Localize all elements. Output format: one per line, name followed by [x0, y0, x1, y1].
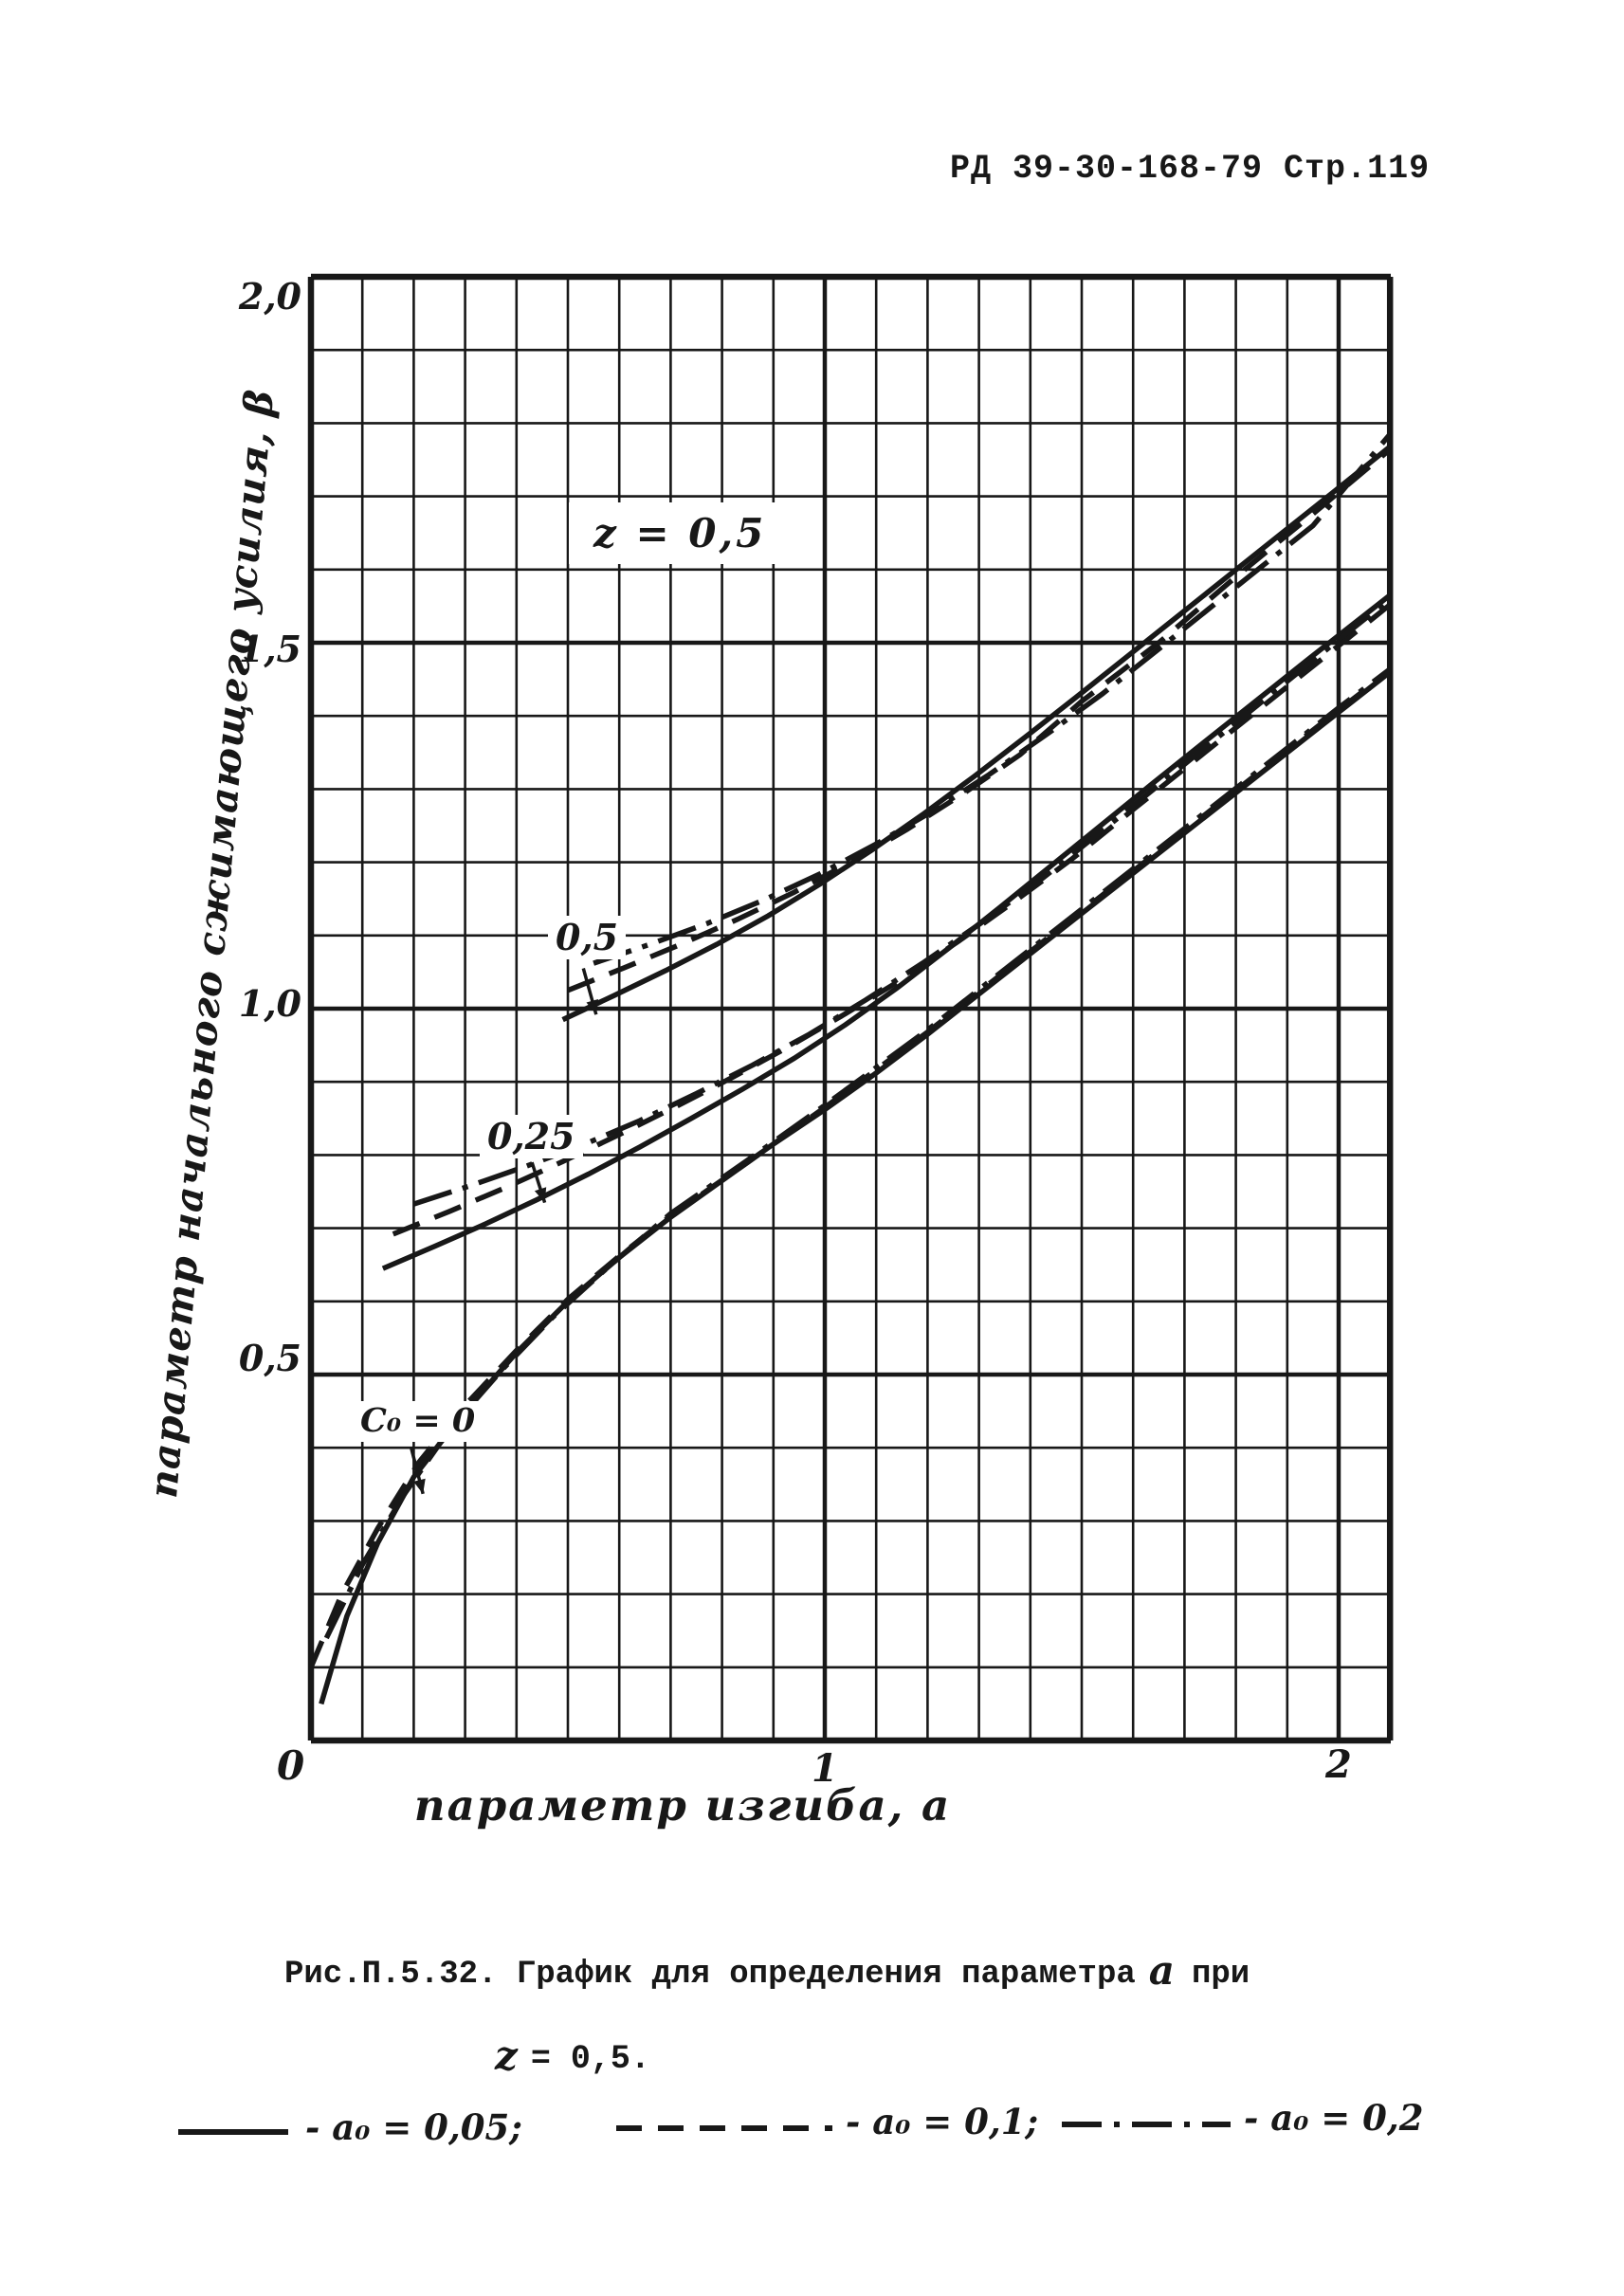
page-header: РД 39-30-168-79 Стр.119 — [950, 150, 1431, 188]
y-tick-0.5: 0,5 — [238, 1337, 301, 1379]
curve-c0-0-dashdot — [323, 666, 1392, 1640]
label-arrowhead-1 — [534, 1187, 547, 1203]
curve-c0-0-dashed — [308, 668, 1392, 1668]
curve-c025-dashed — [392, 602, 1392, 1237]
x-tick-2: 2 — [1325, 1742, 1352, 1787]
curve-c05-solid — [561, 444, 1392, 1023]
legend-swatch-solid — [178, 2129, 288, 2135]
annotation-z: z = 0,5 — [569, 502, 792, 564]
curve-c025-solid — [381, 592, 1392, 1271]
caption-z-value: = 0,5. — [530, 2040, 650, 2078]
x-tick-1: 1 — [812, 1746, 838, 1791]
curve-label-c0-0: C₀ = 0 — [353, 1401, 484, 1442]
legend-label-a0-02: - a₀ = 0,2 — [1244, 2097, 1424, 2139]
y-tick-2.0: 2,0 — [238, 275, 301, 318]
legend-swatch-dashdot — [1062, 2122, 1231, 2127]
figure-caption-line1: Рис.П.5.32. График для определения парам… — [284, 1945, 1250, 1994]
y-tick-1.5: 1,5 — [238, 628, 301, 670]
caption-prefix: Рис.П.5.32. График для определения парам… — [284, 1957, 1136, 1993]
label-arrowhead-0 — [586, 999, 598, 1015]
curve-label-0.25: 0,25 — [480, 1115, 583, 1158]
legend-label-a0-005: - a₀ = 0,05; — [305, 2106, 522, 2148]
label-arrowhead-2 — [413, 1478, 426, 1494]
x-axis-title: параметр изгиба, а — [413, 1780, 952, 1831]
legend-label-a0-01: - a₀ = 0,1; — [846, 2101, 1039, 2142]
curve-c0-0-solid — [319, 669, 1392, 1705]
curve-c05-dashdot — [593, 432, 1393, 966]
legend-swatch-dashed — [616, 2125, 832, 2131]
curve-c025-dashdot — [412, 596, 1392, 1207]
caption-suffix: при — [1191, 1957, 1250, 1993]
figure-caption-line2: z = 0,5. — [495, 2031, 650, 2079]
curve-label-0.5: 0,5 — [548, 916, 627, 959]
caption-parameter-a: а — [1148, 1947, 1175, 1994]
caption-z-variable: z — [495, 2032, 518, 2079]
origin-label: 0 — [277, 1742, 305, 1789]
y-tick-1.0: 1,0 — [238, 982, 301, 1025]
